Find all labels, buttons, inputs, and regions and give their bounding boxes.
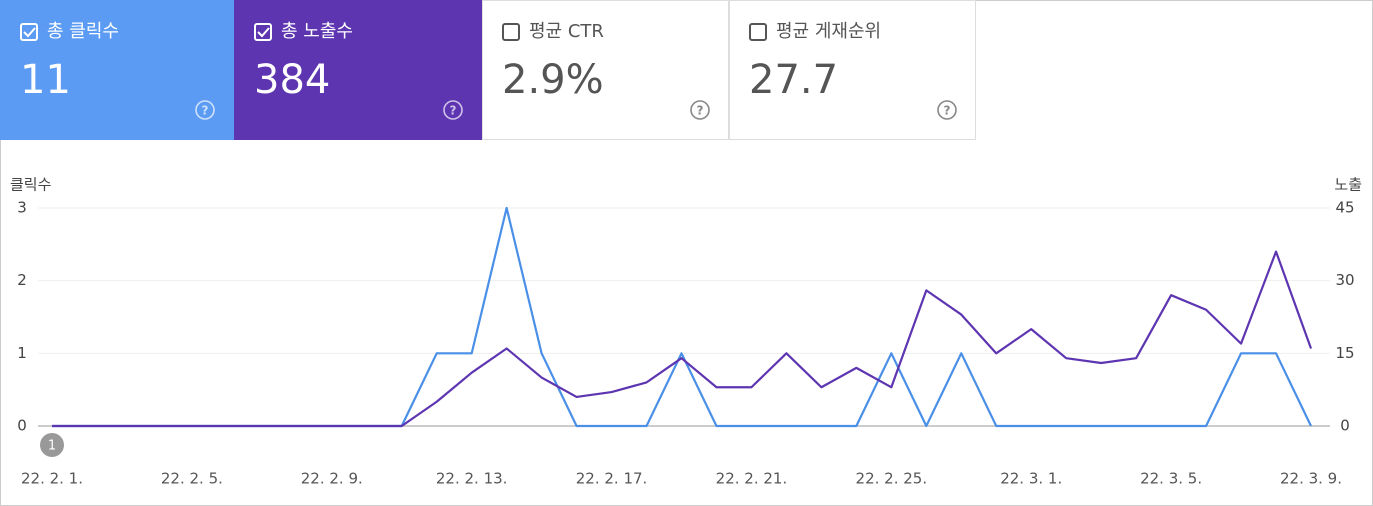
card-value: 2.9% <box>502 57 604 103</box>
card-value: 27.7 <box>749 57 838 103</box>
metric-card[interactable]: 총 노출수 384? <box>234 0 482 140</box>
help-mark: ? <box>697 104 704 118</box>
card-label: 평균 게재순위 <box>776 21 881 42</box>
card-bg <box>234 0 482 140</box>
y-tick-label: 2 <box>17 271 27 289</box>
card-bg <box>0 0 234 140</box>
x-tick-label: 22. 2. 21. <box>716 470 788 488</box>
x-tick-label: 22. 2. 25. <box>856 470 928 488</box>
y-axis-title: 클릭수 <box>10 176 51 194</box>
checkbox[interactable] <box>254 23 272 41</box>
help-mark: ? <box>450 104 457 118</box>
card-bg <box>729 0 976 140</box>
y2-tick-label: 15 <box>1335 344 1354 362</box>
card-bg <box>482 0 729 140</box>
x-tick-label: 22. 3. 1. <box>1000 470 1062 488</box>
card-label: 총 노출수 <box>281 21 353 42</box>
checkbox[interactable] <box>502 23 520 41</box>
x-tick-label: 22. 2. 5. <box>161 470 223 488</box>
series-line <box>52 250 1313 428</box>
y-tick-label: 0 <box>17 417 27 435</box>
help-icon[interactable] <box>195 100 215 120</box>
metric-card[interactable]: 총 클릭수 11? <box>0 0 234 140</box>
metric-card[interactable]: 평균 CTR 2.9%? <box>482 0 729 140</box>
x-tick-label: 22. 2. 1. <box>21 470 83 488</box>
x-tick-label: 22. 2. 13. <box>436 470 508 488</box>
y-tick-label: 3 <box>17 199 27 217</box>
card-value: 11 <box>20 57 71 103</box>
checkbox[interactable] <box>20 23 38 41</box>
card-value: 384 <box>254 57 330 103</box>
help-mark: ? <box>202 104 209 118</box>
help-icon[interactable] <box>937 100 957 120</box>
x-tick-label: 22. 3. 5. <box>1140 470 1202 488</box>
card-label: 총 클릭수 <box>47 21 119 42</box>
y2-tick-label: 45 <box>1335 199 1354 217</box>
card-label: 평균 CTR <box>529 21 604 42</box>
annotation-label: 1 <box>48 439 56 454</box>
y2-tick-label: 0 <box>1340 417 1350 435</box>
x-tick-label: 22. 2. 9. <box>301 470 363 488</box>
help-icon[interactable] <box>690 100 710 120</box>
y2-axis-title: 노출 <box>1334 176 1362 194</box>
x-tick-label: 22. 3. 9. <box>1280 470 1342 488</box>
checkmark <box>23 27 36 38</box>
help-icon[interactable] <box>443 100 463 120</box>
metric-card[interactable]: 평균 게재순위 27.7? <box>729 0 976 140</box>
y-tick-label: 1 <box>17 344 27 362</box>
y2-tick-label: 30 <box>1335 271 1354 289</box>
checkbox[interactable] <box>749 23 767 41</box>
x-tick-label: 22. 2. 17. <box>576 470 648 488</box>
annotation-marker[interactable] <box>40 433 64 457</box>
checkmark <box>257 27 270 38</box>
help-mark: ? <box>944 104 951 118</box>
